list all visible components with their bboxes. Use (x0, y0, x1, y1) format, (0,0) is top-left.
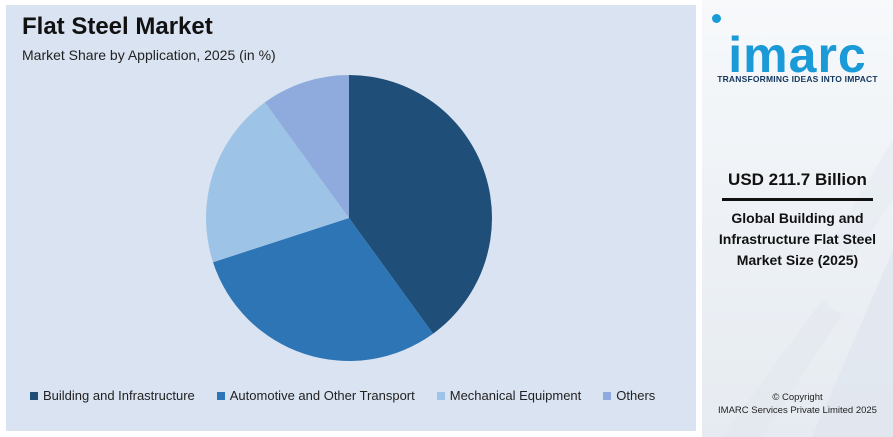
market-size-value: USD 211.7 Billion (728, 170, 867, 189)
chart-panel: Flat Steel Market Market Share by Applic… (6, 5, 696, 431)
legend-swatch (30, 391, 38, 400)
legend-item: Building and Infrastructure (30, 388, 195, 403)
legend-label: Automotive and Other Transport (229, 388, 415, 403)
pie-slice-building-and-infrastructure (349, 75, 492, 334)
legend-label: Mechanical Equipment (449, 388, 582, 403)
legend-swatch (603, 391, 612, 400)
pie-slice-mechanical-equipment (206, 102, 349, 263)
legend-label: Others (616, 388, 656, 403)
pie-slice-others (264, 75, 349, 218)
stat-divider (722, 198, 873, 201)
info-sidebar: imarc TRANSFORMING IDEAS INTO IMPACT USD… (702, 0, 893, 437)
legend-swatch (216, 391, 225, 400)
copyright-line-2: IMARC Services Private Limited 2025 (718, 405, 877, 416)
chart-legend: Building and Infrastructure Automotive an… (30, 388, 655, 403)
legend-swatch (436, 391, 445, 400)
legend-item: Others (603, 388, 655, 403)
logo-dot-icon (712, 14, 721, 23)
copyright-notice: © Copyright IMARC Services Private Limit… (702, 391, 893, 417)
legend-item: Mechanical Equipment (436, 388, 582, 403)
copyright-line-1: © Copyright (772, 392, 823, 403)
market-size-description: Global Building and Infrastructure Flat … (718, 210, 877, 268)
pie-slice-automotive-and-other-transport (212, 218, 434, 362)
logo-tagline: TRANSFORMING IDEAS INTO IMPACT (717, 74, 878, 84)
pie-chart (206, 75, 492, 362)
chart-title: Flat Steel Market (22, 13, 213, 40)
legend-label: Building and Infrastructure (43, 388, 195, 403)
legend-item: Automotive and Other Transport (216, 388, 415, 403)
chart-subtitle: Market Share by Application, 2025 (in %) (22, 47, 276, 63)
imarc-logo: imarc (728, 27, 867, 83)
